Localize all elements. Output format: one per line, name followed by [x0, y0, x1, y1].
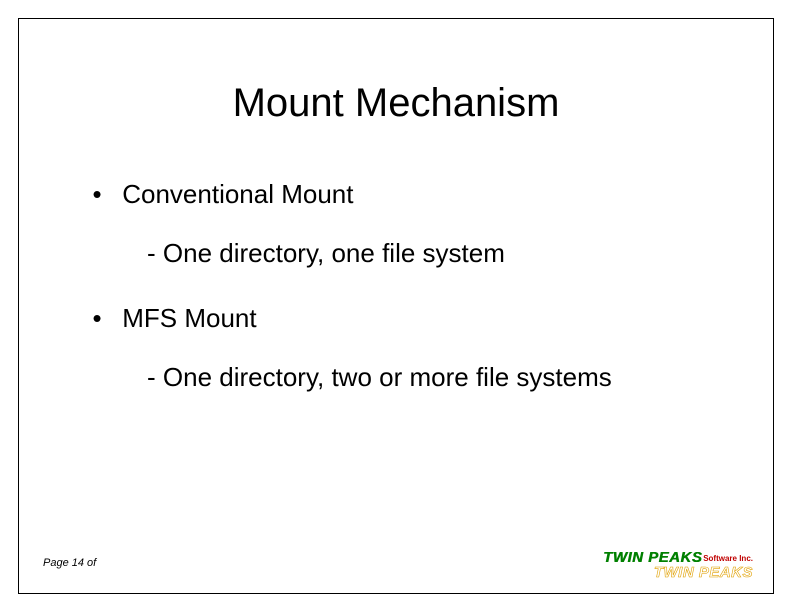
bullet-2-text: MFS Mount [122, 303, 256, 334]
bullet-marker: • [79, 303, 115, 334]
sub-bullet-1: - One directory, one file system [147, 238, 719, 269]
page-number: Page 14 of [43, 557, 96, 569]
brand-main: TWIN PEAKS [603, 549, 702, 566]
bullet-1: • Conventional Mount [79, 179, 719, 210]
slide-content: • Conventional Mount - One directory, on… [79, 179, 719, 427]
slide-frame: Mount Mechanism • Conventional Mount - O… [18, 18, 774, 594]
brand-line-1: TWIN PEAKSSoftware Inc. [603, 550, 753, 566]
sub-bullet-2: - One directory, two or more file system… [147, 362, 719, 393]
brand-logo: TWIN PEAKSSoftware Inc. TWIN PEAKS [603, 550, 753, 582]
bullet-2: • MFS Mount [79, 303, 719, 334]
brand-suffix: Software Inc. [703, 554, 753, 563]
bullet-marker: • [79, 179, 115, 210]
brand-line-2: TWIN PEAKS [603, 565, 753, 581]
slide-title: Mount Mechanism [19, 81, 773, 126]
bullet-1-text: Conventional Mount [122, 179, 353, 210]
